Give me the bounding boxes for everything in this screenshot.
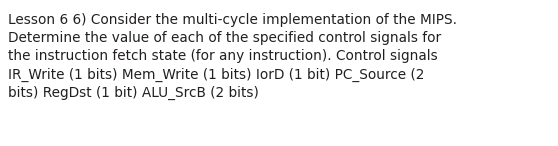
Text: Lesson 6 6) Consider the multi-cycle implementation of the MIPS.
Determine the v: Lesson 6 6) Consider the multi-cycle imp…	[8, 13, 457, 100]
